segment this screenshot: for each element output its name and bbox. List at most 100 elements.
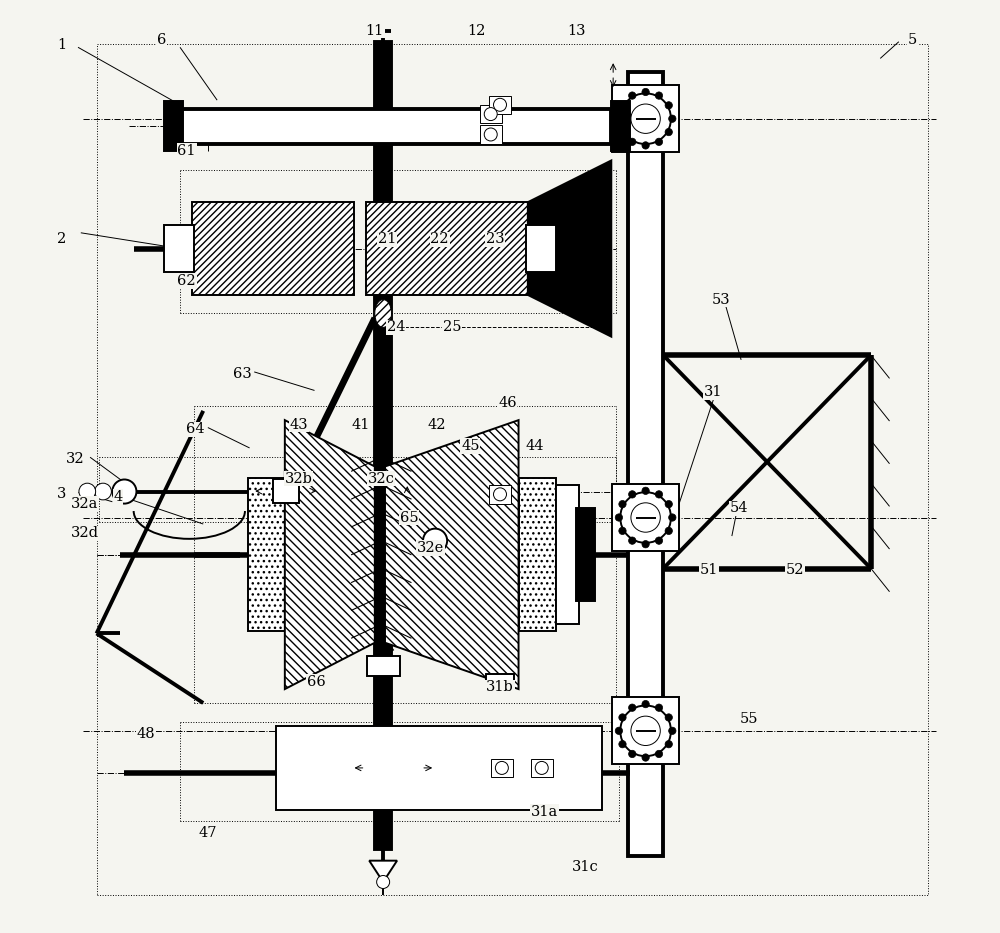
Bar <box>367 656 400 676</box>
Text: 53: 53 <box>711 293 730 307</box>
Circle shape <box>629 704 636 711</box>
Text: 32a: 32a <box>71 496 98 510</box>
Circle shape <box>629 537 636 544</box>
Circle shape <box>484 128 497 141</box>
Circle shape <box>665 714 672 721</box>
Circle shape <box>112 480 136 504</box>
Circle shape <box>642 540 649 548</box>
Text: 47: 47 <box>199 826 217 840</box>
Bar <box>97 44 928 895</box>
Text: 3: 3 <box>57 487 66 501</box>
Circle shape <box>642 89 649 96</box>
Text: 32c: 32c <box>368 471 395 485</box>
Bar <box>489 485 511 504</box>
Text: 5: 5 <box>908 33 917 47</box>
Bar <box>526 226 556 272</box>
Circle shape <box>619 102 626 109</box>
Text: 31a: 31a <box>531 804 558 818</box>
Circle shape <box>95 483 111 500</box>
Text: 55: 55 <box>739 712 758 726</box>
Text: 25: 25 <box>443 320 461 334</box>
Circle shape <box>655 704 663 711</box>
Text: 1: 1 <box>57 37 66 51</box>
Text: 31c: 31c <box>572 860 599 874</box>
Text: 31: 31 <box>704 385 723 399</box>
Circle shape <box>615 514 623 522</box>
Text: 62: 62 <box>177 274 196 288</box>
Bar <box>531 759 553 777</box>
Circle shape <box>629 750 636 758</box>
Text: 65: 65 <box>400 510 418 524</box>
Text: 43: 43 <box>289 418 308 432</box>
Text: 42: 42 <box>428 418 446 432</box>
Bar <box>628 73 663 856</box>
Polygon shape <box>285 420 375 689</box>
Circle shape <box>620 492 671 543</box>
Circle shape <box>484 107 497 120</box>
Circle shape <box>619 500 626 508</box>
Circle shape <box>631 503 660 532</box>
Bar <box>276 726 602 810</box>
Text: 63: 63 <box>233 367 252 381</box>
Circle shape <box>494 488 506 501</box>
Circle shape <box>79 483 96 500</box>
Polygon shape <box>385 420 519 689</box>
Circle shape <box>669 514 676 522</box>
Bar <box>556 485 579 624</box>
Text: 31b: 31b <box>486 680 514 694</box>
Circle shape <box>665 102 672 109</box>
Circle shape <box>631 104 660 133</box>
Circle shape <box>620 705 671 757</box>
Circle shape <box>655 750 663 758</box>
Polygon shape <box>528 160 611 337</box>
Circle shape <box>629 138 636 146</box>
Ellipse shape <box>375 299 391 327</box>
Text: 32: 32 <box>66 453 85 466</box>
Bar <box>366 202 528 295</box>
Bar <box>164 101 183 151</box>
Bar <box>486 675 514 691</box>
Text: 13: 13 <box>567 23 585 37</box>
Circle shape <box>642 487 649 494</box>
Text: 52: 52 <box>786 564 804 578</box>
Circle shape <box>665 527 672 535</box>
Text: 2: 2 <box>57 232 66 246</box>
Text: 22: 22 <box>430 232 449 246</box>
Text: 41: 41 <box>352 418 370 432</box>
Bar <box>612 85 679 152</box>
Circle shape <box>665 129 672 135</box>
Circle shape <box>494 98 506 111</box>
Bar <box>519 478 556 631</box>
Bar <box>489 95 511 114</box>
Circle shape <box>377 875 390 888</box>
Circle shape <box>655 92 663 99</box>
Bar <box>248 478 285 631</box>
Bar <box>611 101 630 151</box>
Bar <box>612 484 679 550</box>
Text: 11: 11 <box>366 23 384 37</box>
Circle shape <box>620 93 671 144</box>
Circle shape <box>619 741 626 748</box>
Bar <box>164 226 194 272</box>
Text: 61: 61 <box>177 145 196 159</box>
Circle shape <box>619 527 626 535</box>
Bar <box>180 108 611 144</box>
Bar <box>375 42 391 849</box>
Text: 21: 21 <box>378 232 396 246</box>
Circle shape <box>631 717 660 745</box>
Text: 4: 4 <box>113 490 123 504</box>
Circle shape <box>615 727 623 734</box>
Circle shape <box>423 529 447 552</box>
Text: 51: 51 <box>699 564 718 578</box>
Text: 32e: 32e <box>417 541 444 555</box>
Text: 48: 48 <box>136 727 155 741</box>
Text: 44: 44 <box>526 439 544 453</box>
Bar <box>480 125 502 144</box>
Text: 6: 6 <box>157 33 166 47</box>
Bar <box>273 480 299 503</box>
Text: 45: 45 <box>461 439 480 453</box>
Bar <box>491 759 513 777</box>
Circle shape <box>669 727 676 734</box>
Bar <box>192 202 354 295</box>
Circle shape <box>619 714 626 721</box>
